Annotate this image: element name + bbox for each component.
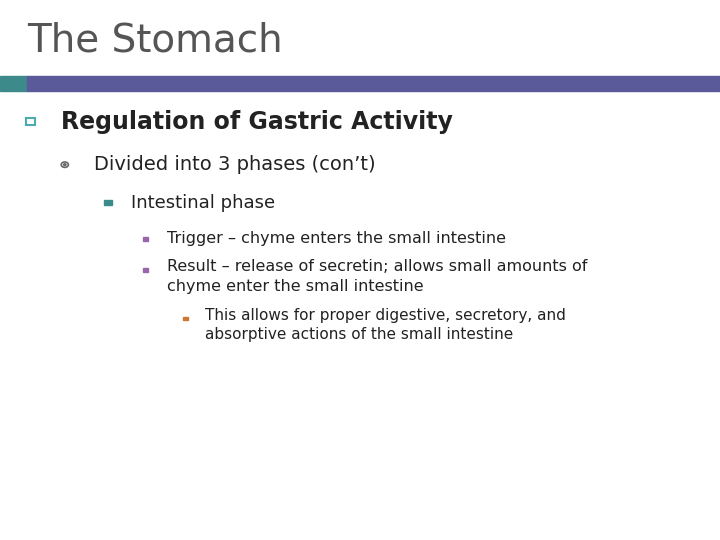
Circle shape bbox=[63, 164, 66, 166]
Text: This allows for proper digestive, secretory, and
absorptive actions of the small: This allows for proper digestive, secret… bbox=[205, 308, 566, 342]
Text: Result – release of secretin; allows small amounts of
chyme enter the small inte: Result – release of secretin; allows sma… bbox=[167, 259, 588, 294]
Text: Divided into 3 phases (con’t): Divided into 3 phases (con’t) bbox=[94, 155, 375, 174]
Text: Regulation of Gastric Activity: Regulation of Gastric Activity bbox=[61, 110, 453, 133]
Bar bbox=[0, 76, 27, 91]
Text: Trigger – chyme enters the small intestine: Trigger – chyme enters the small intesti… bbox=[167, 231, 506, 246]
Text: Intestinal phase: Intestinal phase bbox=[131, 193, 275, 212]
Bar bbox=[27, 76, 720, 91]
Bar bbox=[143, 237, 148, 241]
Bar bbox=[26, 118, 35, 125]
Text: The Stomach: The Stomach bbox=[27, 22, 283, 59]
Bar bbox=[104, 200, 112, 205]
Bar bbox=[143, 268, 148, 272]
Bar bbox=[183, 316, 189, 321]
